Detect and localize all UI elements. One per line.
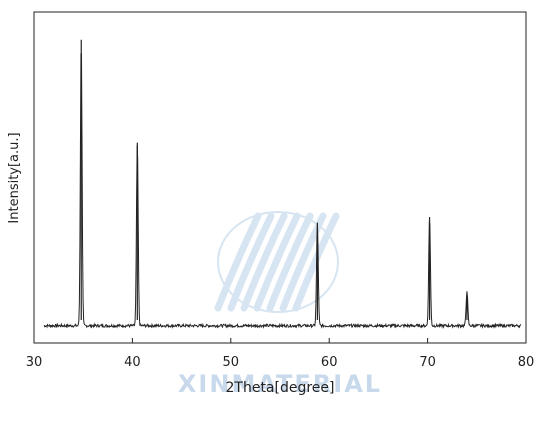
watermark-logo [214,211,340,313]
x-tick-label: 60 [321,355,338,370]
y-axis-label: Intensity[a.u.] [7,132,22,223]
watermark-stripe [214,212,262,312]
peak-marks [80,39,468,320]
watermark-stripe [279,212,327,312]
watermark-stripe [240,212,288,312]
watermark-stripe [253,212,301,312]
x-tick-label: 50 [223,355,240,370]
watermark-stripe [292,212,340,312]
series-line [43,53,522,330]
x-axis-label: 2Theta[degree] [226,380,335,396]
x-axis-ticks [33,338,527,343]
plot-frame [33,11,527,344]
x-axis-tick-labels: 30 40 50 60 70 80 [26,355,535,370]
watermark-ring [217,211,339,313]
x-tick-label: 30 [26,355,43,370]
watermark-text: XINMATERIAL [178,370,382,398]
watermark-stripe [266,212,314,312]
x-tick-label: 40 [124,355,141,370]
x-tick-label: 80 [518,355,535,370]
x-tick-label: 70 [419,355,436,370]
watermark-stripe [227,212,275,312]
